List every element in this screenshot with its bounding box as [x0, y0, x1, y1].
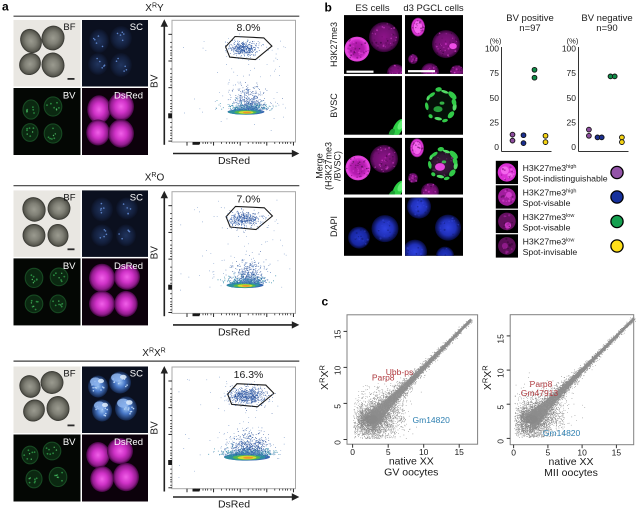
- svg-text:0: 0: [350, 447, 355, 457]
- svg-text:5: 5: [496, 405, 506, 410]
- svg-text:10: 10: [419, 447, 429, 457]
- svg-text:10: 10: [577, 448, 587, 458]
- svg-text:DsRed: DsRed: [114, 91, 143, 102]
- svg-text:50: 50: [567, 93, 577, 103]
- svg-text:Gm14820: Gm14820: [413, 415, 451, 425]
- svg-text:Gm14820: Gm14820: [543, 428, 581, 438]
- svg-text:(%): (%): [490, 37, 502, 46]
- svg-text:15: 15: [454, 447, 464, 457]
- svg-text:15: 15: [612, 448, 622, 458]
- svg-text:Merge: Merge: [315, 153, 325, 179]
- svg-text:H3K27me3high: H3K27me3high: [523, 188, 577, 198]
- svg-text:BV: BV: [150, 421, 161, 435]
- svg-text:b: b: [325, 1, 332, 15]
- svg-text:25: 25: [567, 117, 577, 127]
- svg-text:BV negative: BV negative: [581, 13, 632, 24]
- svg-text:XRXR: XRXR: [317, 364, 331, 389]
- svg-text:d3 PGCL cells: d3 PGCL cells: [403, 3, 464, 14]
- svg-text:0: 0: [496, 439, 506, 444]
- svg-text:0: 0: [571, 142, 576, 152]
- svg-text:H3K27me3low: H3K27me3low: [523, 212, 575, 222]
- svg-text:7.0%: 7.0%: [237, 194, 261, 206]
- svg-text:Spot-visable: Spot-visable: [523, 198, 571, 208]
- svg-text:ES cells: ES cells: [355, 3, 390, 14]
- svg-text:H3K27me3low: H3K27me3low: [523, 237, 575, 247]
- svg-text:15: 15: [496, 334, 506, 344]
- svg-text:DsRed: DsRed: [218, 155, 250, 167]
- svg-text:75: 75: [490, 68, 500, 78]
- svg-text:0: 0: [494, 142, 499, 152]
- svg-text:0: 0: [333, 440, 343, 445]
- svg-text:H3K27me3high: H3K27me3high: [523, 163, 577, 173]
- svg-text:Ubb-ps: Ubb-ps: [386, 367, 413, 377]
- svg-text:Spot-indistinguishable: Spot-indistinguishable: [523, 173, 608, 183]
- svg-text:DAPI: DAPI: [329, 216, 339, 237]
- svg-text:native XX: native XX: [549, 456, 594, 468]
- svg-text:(H3K27me3: (H3K27me3: [324, 142, 334, 190]
- svg-text:n=97: n=97: [519, 23, 540, 34]
- svg-text:DsRed: DsRed: [114, 437, 143, 448]
- svg-text:0: 0: [511, 448, 516, 458]
- svg-text:Parp8: Parp8: [372, 373, 395, 383]
- svg-text:50: 50: [490, 93, 500, 103]
- svg-text:SC: SC: [130, 22, 143, 33]
- svg-text:BF: BF: [63, 192, 75, 203]
- svg-text:BF: BF: [63, 369, 75, 380]
- svg-text:5: 5: [546, 448, 551, 458]
- svg-text:5: 5: [386, 447, 391, 457]
- svg-text:5: 5: [333, 404, 343, 409]
- svg-text:c: c: [322, 295, 329, 309]
- svg-text:BV: BV: [150, 74, 161, 88]
- svg-text:16.3%: 16.3%: [234, 369, 264, 381]
- svg-text:DsRed: DsRed: [218, 326, 250, 338]
- svg-text:a: a: [2, 0, 9, 14]
- svg-text:MII oocytes: MII oocytes: [544, 467, 598, 479]
- svg-text:15: 15: [333, 329, 343, 339]
- svg-text:DsRed: DsRed: [114, 261, 143, 272]
- svg-text:10: 10: [496, 368, 506, 378]
- svg-text:SC: SC: [130, 192, 143, 203]
- svg-text:XRXR: XRXR: [481, 365, 495, 390]
- svg-text:8.0%: 8.0%: [237, 22, 261, 34]
- svg-text:/BVSC): /BVSC): [333, 151, 343, 181]
- svg-text:SC: SC: [130, 369, 143, 380]
- svg-text:BV: BV: [63, 91, 76, 102]
- svg-text:75: 75: [567, 68, 577, 78]
- svg-text:BV: BV: [150, 246, 161, 260]
- svg-text:BF: BF: [63, 22, 75, 33]
- svg-text:Spot-invisable: Spot-invisable: [523, 247, 578, 257]
- svg-text:Gm47913: Gm47913: [521, 388, 559, 398]
- svg-text:XRXR: XRXR: [142, 348, 165, 359]
- svg-text:XRY: XRY: [145, 3, 164, 14]
- svg-text:DsRed: DsRed: [218, 498, 250, 509]
- svg-text:native XX: native XX: [389, 456, 434, 468]
- svg-text:n=90: n=90: [596, 23, 617, 34]
- svg-text:100: 100: [485, 44, 499, 54]
- svg-text:GV oocytes: GV oocytes: [384, 467, 438, 479]
- svg-text:100: 100: [562, 44, 576, 54]
- svg-text:BV positive: BV positive: [506, 13, 554, 24]
- svg-text:10: 10: [333, 365, 343, 375]
- svg-text:BV: BV: [63, 437, 76, 448]
- svg-text:(%): (%): [567, 37, 579, 46]
- svg-text:Parp8: Parp8: [530, 379, 553, 389]
- svg-text:Spot-visable: Spot-visable: [523, 222, 571, 232]
- svg-text:25: 25: [490, 117, 500, 127]
- svg-text:BVSC: BVSC: [329, 93, 339, 118]
- svg-text:H3K27me3: H3K27me3: [329, 22, 339, 67]
- svg-text:BV: BV: [63, 261, 76, 272]
- svg-text:XRO: XRO: [145, 172, 165, 183]
